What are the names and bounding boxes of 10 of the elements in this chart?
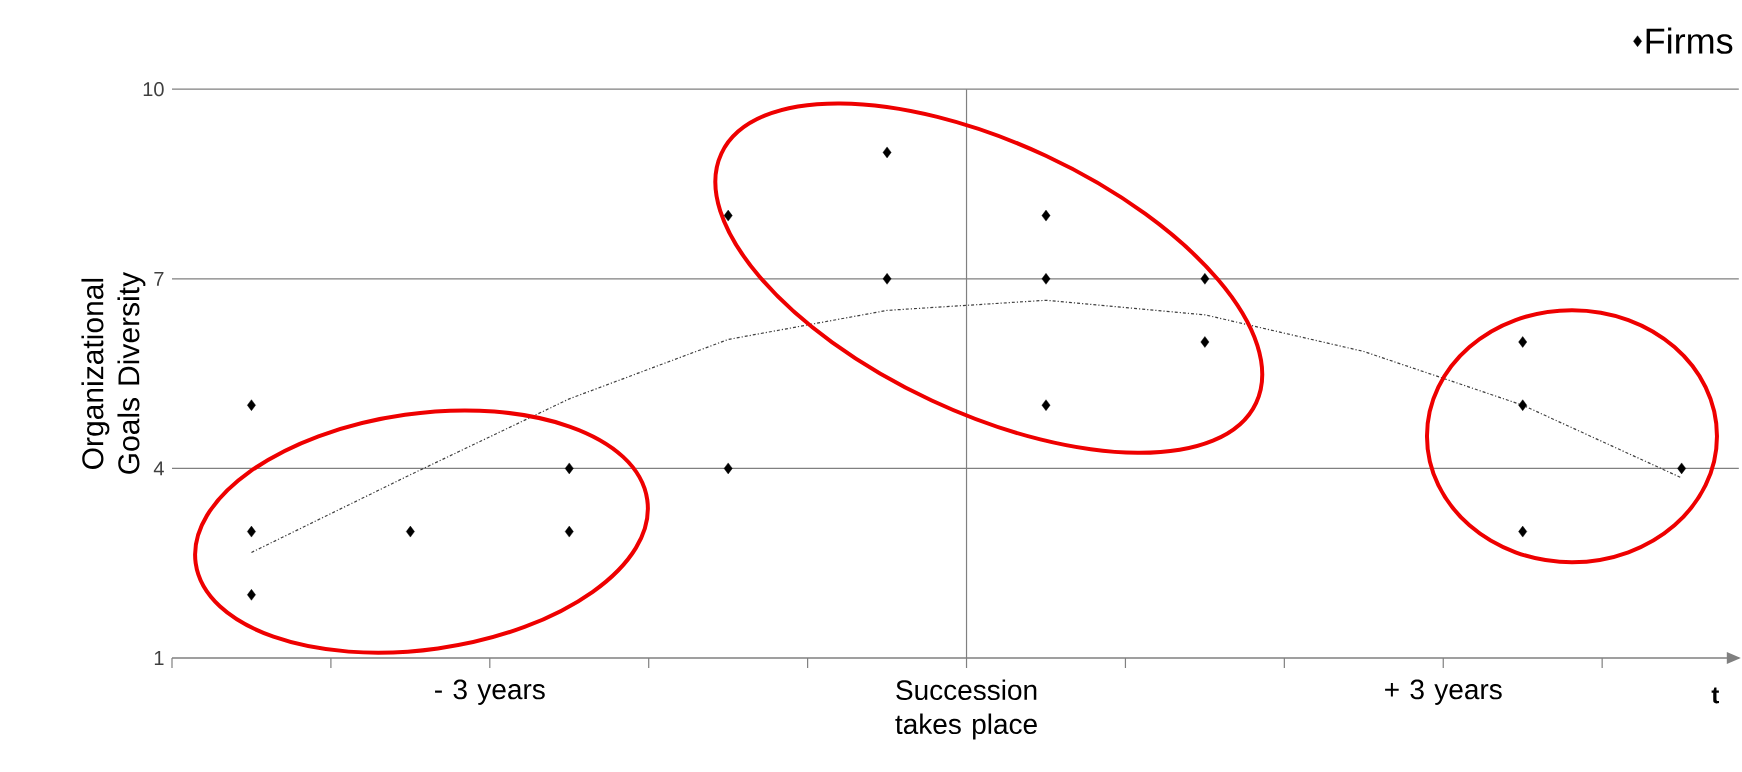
y-tick-label: 4 — [153, 461, 164, 476]
y-axis-title: Organizational Goals Diversity — [81, 272, 146, 474]
text: - 3 years — [435, 679, 545, 705]
y-tick-label: 10 — [143, 82, 164, 97]
text: Succession takes place — [895, 679, 1037, 740]
legend-label: Firms — [1646, 27, 1733, 54]
y-tick-label: 7 — [154, 271, 164, 286]
text: + 3 years — [1385, 679, 1502, 705]
x-axis-title: t — [1711, 687, 1720, 704]
y-tick-label: 1 — [154, 651, 164, 665]
